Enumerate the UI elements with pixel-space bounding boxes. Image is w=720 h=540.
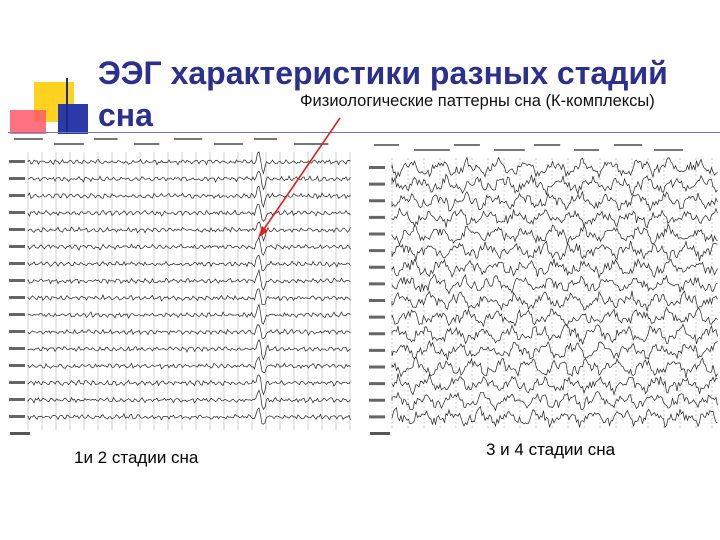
eeg-trace-stage-1-2-icon <box>6 134 354 435</box>
caption-stage-1-2: 1и 2 стадии сна <box>74 448 199 467</box>
deco-red-square <box>10 110 46 134</box>
eeg-image-stage-3-4 <box>366 140 720 440</box>
caption-stage-3-4: 3 и 4 стадии сна <box>486 440 616 459</box>
deco-vertical-line <box>66 78 68 140</box>
eeg-trace-stage-3-4-icon <box>366 140 720 435</box>
slide-title: ЭЭГ характеристики разных стадий сна <box>98 55 668 133</box>
deco-blue-square <box>58 104 88 134</box>
slide-subtitle: Физиологические паттерны сна (К-комплекс… <box>300 92 655 110</box>
eeg-image-stage-1-2 <box>6 134 354 440</box>
deco-horizontal-line <box>8 132 720 133</box>
